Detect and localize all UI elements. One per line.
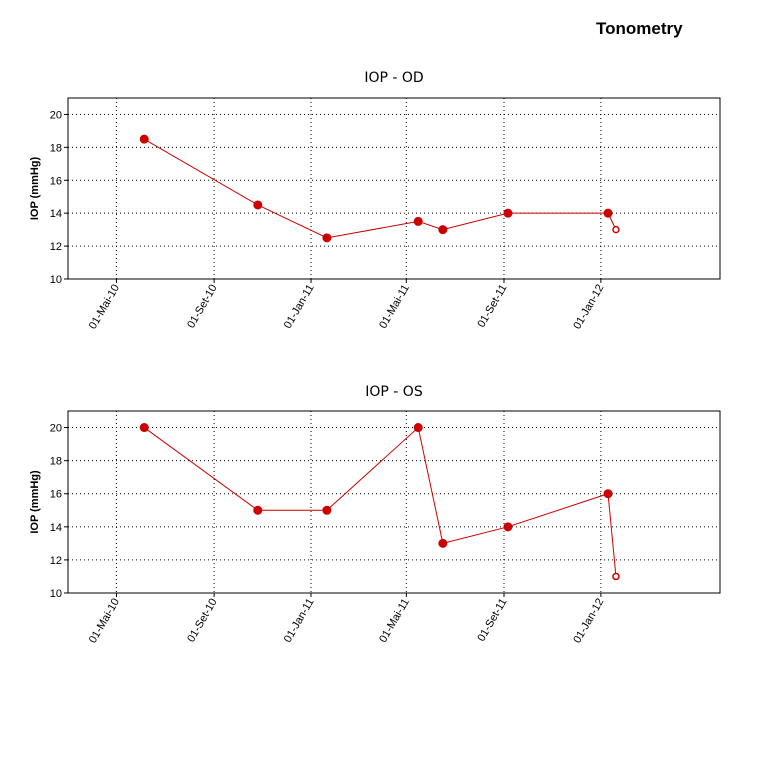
y-tick-label: 20: [50, 423, 62, 435]
data-point: [612, 572, 620, 581]
data-point: [438, 225, 448, 235]
plot-frame: [67, 97, 721, 280]
x-tick-label: 01-Mai-11: [377, 597, 412, 645]
data-point: [503, 522, 513, 532]
x-tick-label: 01-Jan-11: [282, 283, 317, 331]
y-tick-label: 16: [50, 489, 62, 501]
series-line: [143, 426, 617, 577]
data-point: [322, 233, 332, 243]
chart-title: IOP - OS: [365, 384, 423, 400]
y-tick-label: 20: [50, 109, 62, 121]
y-tick-label: 12: [50, 241, 62, 253]
x-tick-label: 01-Set-11: [475, 597, 509, 644]
data-point: [603, 208, 613, 218]
y-tick-label: 16: [50, 175, 62, 187]
chart-title: IOP - OD: [364, 70, 423, 86]
y-tick-label: 10: [50, 274, 62, 286]
data-point: [438, 538, 448, 548]
x-tick-label: 01-Mai-10: [87, 283, 122, 332]
y-axis-label: IOP (mmHg): [29, 156, 41, 220]
data-point: [413, 423, 423, 433]
page-title: Tonometry: [596, 19, 683, 38]
y-tick-label: 10: [50, 588, 62, 600]
y-tick-label: 18: [50, 142, 62, 154]
data-point: [413, 216, 423, 226]
series-line: [143, 138, 617, 239]
data-point: [139, 134, 149, 144]
data-point: [139, 423, 149, 433]
x-tick-label: 01-Mai-11: [377, 283, 412, 331]
data-point: [253, 200, 263, 210]
data-point: [503, 208, 513, 218]
data-point: [603, 489, 613, 499]
y-tick-label: 14: [50, 522, 62, 534]
x-tick-label: 01-Jan-11: [282, 597, 317, 645]
y-tick-label: 12: [50, 555, 62, 567]
x-tick-label: 01-Jan-12: [571, 597, 606, 646]
data-point: [253, 505, 263, 515]
x-tick-label: 01-Mai-10: [87, 597, 122, 646]
plot-frame: [67, 410, 721, 594]
y-tick-label: 14: [50, 208, 62, 220]
y-tick-label: 18: [50, 456, 62, 468]
y-axis-label: IOP (mmHg): [29, 470, 41, 534]
data-point: [322, 505, 332, 515]
data-point: [612, 225, 620, 234]
x-tick-label: 01-Jan-12: [571, 283, 606, 332]
x-tick-label: 01-Set-10: [185, 283, 220, 331]
x-tick-label: 01-Set-11: [475, 282, 509, 329]
x-tick-label: 01-Set-10: [185, 597, 220, 645]
